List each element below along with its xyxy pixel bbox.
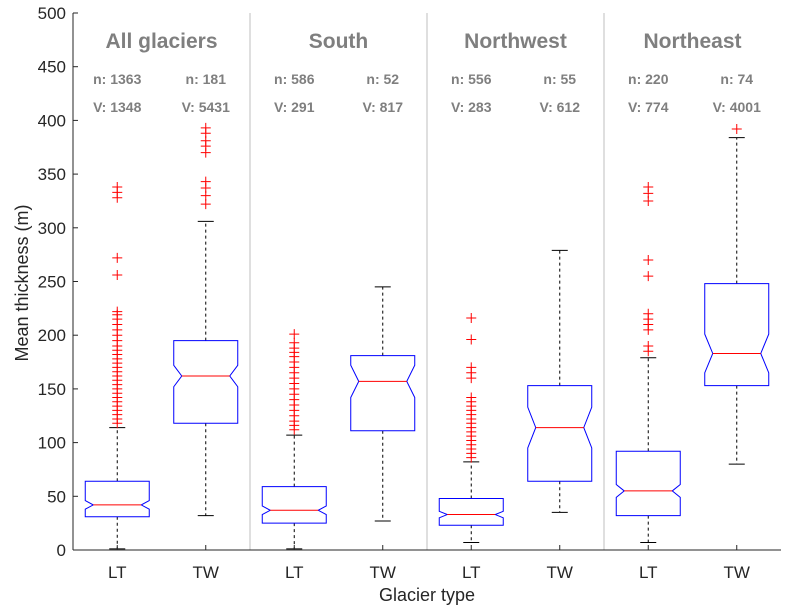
- y-tick-label: 400: [38, 111, 66, 130]
- outlier-marker: [643, 271, 654, 282]
- y-tick-label: 350: [38, 165, 66, 184]
- outlier-marker: [643, 308, 654, 319]
- x-tick-label: LT: [108, 563, 127, 582]
- volume-label: V: 612: [540, 99, 581, 115]
- region-title: South: [309, 30, 368, 53]
- y-tick-label: 200: [38, 326, 66, 345]
- notched-box: [173, 340, 239, 424]
- outlier-marker: [731, 123, 742, 134]
- notched-box: [438, 497, 504, 526]
- group-dividers: [249, 13, 605, 550]
- notched-box: [527, 385, 593, 482]
- outlier-marker: [466, 313, 477, 324]
- region-title: All glaciers: [105, 30, 217, 53]
- y-tick-label: 450: [38, 58, 66, 77]
- outlier-marker: [289, 337, 300, 348]
- y-tick-label: 100: [38, 434, 66, 453]
- notched-box: [261, 486, 327, 524]
- box-series: [84, 122, 770, 550]
- outlier-marker: [112, 181, 123, 192]
- outlier-marker: [466, 334, 477, 345]
- x-tick-label: LT: [285, 563, 304, 582]
- volume-label: V: 774: [628, 99, 669, 115]
- x-axis-title: Glacier type: [379, 585, 475, 605]
- y-tick-label: 0: [57, 541, 66, 560]
- sample-count-label: n: 55: [543, 71, 576, 87]
- outlier-marker: [112, 270, 123, 281]
- box-northwest-tw: [527, 249, 593, 513]
- x-tick-label: LT: [639, 563, 658, 582]
- region-title: Northeast: [643, 30, 741, 53]
- outlier-marker: [112, 252, 123, 263]
- box-south-lt: [261, 329, 327, 550]
- y-tick-label: 250: [38, 273, 66, 292]
- region-title: Northwest: [464, 30, 567, 53]
- outlier-marker: [643, 181, 654, 192]
- sample-count-label: n: 52: [366, 71, 399, 87]
- volume-label: V: 291: [274, 99, 315, 115]
- axes: LT TW LT TW LT TW LT TW 0 50 100 150 200 250 300 350 400…: [38, 4, 781, 582]
- notched-box: [84, 480, 150, 518]
- outlier-marker: [643, 340, 654, 351]
- y-axis-title: Mean thickness (m): [12, 204, 32, 361]
- group-annotations: All glaciers n: 1363 V: 1348 n: 181 V: 5431 S…: [93, 30, 761, 115]
- box-south-tw: [350, 286, 416, 522]
- volume-label: V: 1348: [93, 99, 141, 115]
- outlier-marker: [200, 122, 211, 133]
- sample-count-label: n: 1363: [93, 71, 141, 87]
- y-tick-label: 150: [38, 380, 66, 399]
- x-tick-label: TW: [724, 563, 750, 582]
- box-northeast-tw: [704, 123, 770, 465]
- sample-count-label: n: 181: [186, 71, 227, 87]
- outlier-marker: [112, 306, 123, 317]
- notched-box: [704, 283, 770, 387]
- volume-label: V: 283: [451, 99, 492, 115]
- notched-box: [615, 450, 681, 517]
- x-tick-label: TW: [193, 563, 219, 582]
- outlier-marker: [466, 362, 477, 373]
- y-tick-label: 500: [38, 4, 66, 23]
- volume-label: V: 4001: [713, 99, 761, 115]
- outlier-marker: [289, 329, 300, 340]
- y-tick-label: 50: [47, 487, 66, 506]
- outlier-marker: [466, 392, 477, 403]
- volume-label: V: 5431: [182, 99, 230, 115]
- sample-count-label: n: 586: [274, 71, 315, 87]
- box-northwest-lt: [438, 313, 504, 543]
- x-tick-label: LT: [462, 563, 481, 582]
- sample-count-label: n: 220: [628, 71, 669, 87]
- x-tick-label: TW: [547, 563, 573, 582]
- box-all-glaciers-tw: [173, 122, 239, 517]
- box-northeast-lt: [615, 181, 681, 543]
- x-tick-label: TW: [370, 563, 396, 582]
- box-all-glaciers-lt: [84, 181, 150, 550]
- outlier-marker: [200, 199, 211, 210]
- y-tick-label: 300: [38, 219, 66, 238]
- outlier-marker: [643, 255, 654, 266]
- outlier-marker: [200, 176, 211, 187]
- sample-count-label: n: 556: [451, 71, 492, 87]
- sample-count-label: n: 74: [720, 71, 753, 87]
- volume-label: V: 817: [363, 99, 404, 115]
- notched-box: [350, 355, 416, 432]
